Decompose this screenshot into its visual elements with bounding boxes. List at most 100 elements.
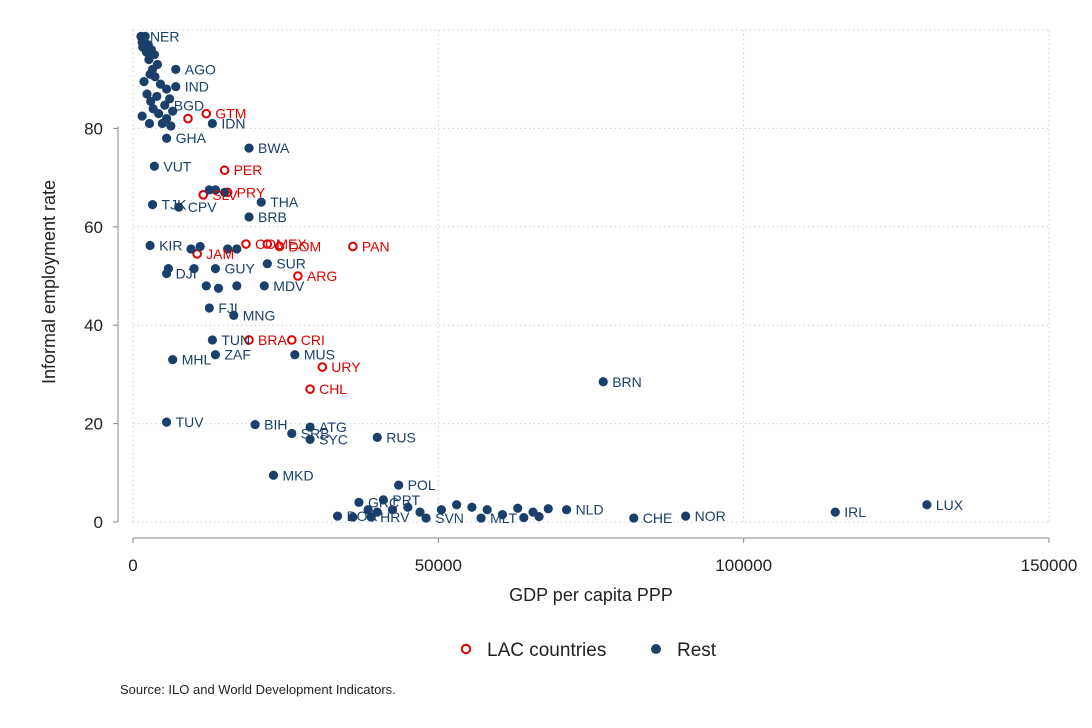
point-label: ARG [307, 268, 337, 284]
data-point-rest [166, 121, 176, 131]
data-point-rest [348, 512, 358, 522]
data-point-lac [183, 113, 193, 124]
data-point-rest [210, 185, 221, 195]
data-point-rest [141, 47, 152, 57]
data-point-rest [452, 500, 462, 510]
data-point-rest [268, 470, 279, 480]
data-point-lac [219, 165, 230, 176]
data-point-rest [250, 419, 260, 430]
point-label: KIR [159, 237, 182, 253]
point-label: NER [150, 28, 180, 44]
data-point-rest [467, 502, 477, 512]
data-point-rest [157, 118, 167, 129]
point-label: ZAF [224, 347, 250, 363]
data-point-lac [305, 384, 315, 394]
point-label: MLT [490, 510, 517, 526]
data-point-lac [274, 241, 285, 252]
data-point-rest [534, 511, 544, 522]
axes: 0 50000 100000 150000 0 20 40 60 80 [84, 119, 1077, 575]
data-point-rest [290, 350, 300, 360]
data-point-rest [161, 268, 172, 279]
legend-label-rest: Rest [677, 640, 717, 661]
point-label: TJK [162, 197, 188, 213]
y-tick-label: 0 [94, 513, 103, 532]
data-point-rest [543, 504, 553, 514]
point-label: TUV [176, 414, 205, 430]
data-point-rest [256, 197, 266, 207]
data-point-rest [232, 244, 242, 254]
point-label: FJI [218, 300, 237, 316]
grid [132, 29, 1050, 523]
point-label: POL [408, 477, 436, 493]
point-label: MHL [182, 352, 212, 368]
data-point-rest [482, 505, 492, 515]
data-point-rest [262, 259, 272, 269]
data-point-rest [144, 54, 154, 65]
data-point-rest [922, 500, 932, 510]
point-label: CPV [188, 199, 217, 215]
data-point-rest [372, 507, 382, 517]
point-label: IDN [221, 115, 245, 131]
point-label: DOR [347, 508, 378, 524]
point-label: TUN [221, 332, 250, 348]
data-point-rest [415, 507, 425, 517]
data-point-rest [207, 335, 217, 345]
point-label: SLV [212, 187, 238, 203]
data-point-rest [223, 244, 233, 254]
y-axis-title: Informal employment rate [39, 180, 59, 384]
point-label: PRY [237, 184, 266, 200]
point-label: IRL [844, 504, 866, 520]
y-tick-label: 40 [84, 316, 103, 335]
point-label: MNG [243, 307, 276, 323]
point-label: URY [331, 359, 361, 375]
x-tick-label: 50000 [415, 556, 462, 575]
point-label: JAM [206, 246, 234, 262]
point-label: DJI [176, 266, 197, 282]
data-point-rest [598, 377, 608, 387]
data-point-lac [348, 241, 358, 252]
data-point-rest [171, 81, 181, 92]
data-point-lac [317, 362, 328, 372]
point-label: CRI [301, 332, 325, 348]
data-point-rest [244, 212, 254, 222]
data-point-lac [241, 239, 251, 249]
data-point-rest [366, 512, 376, 522]
point-label: NLD [576, 502, 604, 518]
data-point-rest [160, 100, 170, 110]
data-point-lac [198, 190, 209, 200]
data-point-rest [168, 355, 178, 365]
data-point-rest [189, 264, 199, 274]
data-point-rest [830, 507, 840, 517]
point-label: PER [234, 162, 263, 178]
data-point-rest [161, 133, 172, 143]
point-label: SUR [276, 256, 306, 272]
data-point-lac [293, 271, 303, 281]
data-point-rest [476, 513, 486, 523]
data-point-rest [403, 502, 413, 512]
point-label: BWA [258, 140, 290, 156]
data-point-rest [213, 283, 224, 293]
x-tick-label: 0 [128, 556, 137, 575]
data-points [136, 31, 932, 523]
data-point-rest [207, 118, 217, 129]
data-point-rest [372, 432, 382, 442]
point-label: PAN [362, 238, 390, 254]
point-label: LUX [936, 497, 964, 513]
data-point-rest [681, 511, 691, 521]
y-tick-label: 80 [84, 119, 103, 138]
data-point-rest [139, 77, 149, 87]
point-label: MEX [276, 236, 307, 252]
legend-marker-rest [651, 644, 661, 654]
data-point-rest [201, 281, 211, 291]
data-point-rest [305, 434, 315, 444]
point-label: BRA [258, 332, 287, 348]
y-tick-label: 60 [84, 218, 103, 237]
y-tick-label: 20 [84, 415, 103, 434]
data-point-rest [436, 505, 446, 515]
point-label: MKD [282, 467, 313, 483]
data-point-rest [394, 480, 404, 490]
data-point-rest [142, 89, 152, 99]
data-point-rest [305, 422, 315, 432]
